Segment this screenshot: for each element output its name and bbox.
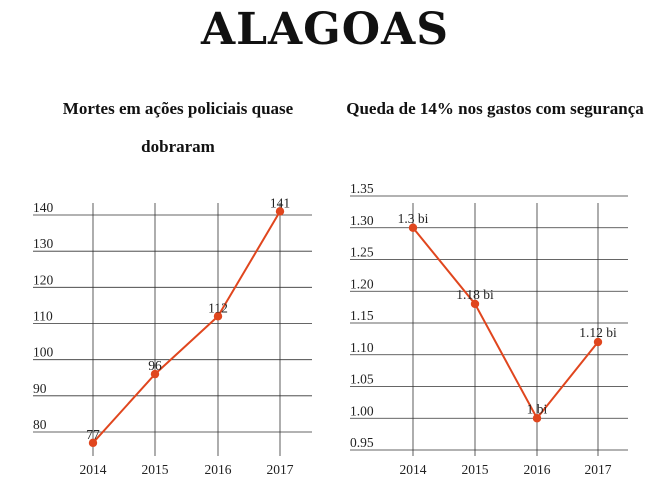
data-point (150, 369, 160, 379)
chart-title-spending: Queda de 14% nos gastos com segurança (346, 99, 644, 118)
x-tick-label: 2017 (267, 462, 294, 477)
y-tick-label: 110 (33, 309, 53, 324)
series-line (92, 210, 281, 444)
y-tick-label: 1.15 (350, 308, 374, 323)
chart-title-deaths: Mortes em ações policiais quase dobraram (62, 99, 294, 156)
chart-deaths: 80 90 100 110 120 130 140 2014 2015 2016 2017 77 96 1… (33, 195, 312, 477)
y-tick-label: 80 (33, 417, 47, 432)
page-title: ALAGOAS (200, 4, 450, 55)
x-tick-label: 2014 (400, 462, 427, 477)
y-tick-label: 130 (33, 236, 54, 251)
x-tick-label: 2016 (524, 462, 551, 477)
data-label: 1.3 bi (398, 211, 429, 226)
data-point (88, 438, 98, 448)
x-tick-label: 2016 (205, 462, 232, 477)
x-tick-label: 2015 (462, 462, 489, 477)
y-tick-label: 120 (33, 272, 54, 287)
data-point (213, 312, 223, 321)
data-label: 112 (208, 300, 228, 315)
y-tick-label: 0.95 (350, 435, 374, 450)
data-point (470, 299, 480, 309)
data-label: 1 bi (527, 401, 548, 416)
y-tick-label: 1.35 (350, 181, 374, 196)
data-label: 96 (148, 358, 162, 373)
y-tick-label: 1.05 (350, 372, 374, 387)
y-tick-label: 1.30 (350, 213, 374, 228)
series-line (412, 227, 599, 421)
data-label: 141 (270, 195, 290, 210)
x-tick-label: 2017 (585, 462, 612, 477)
data-point (275, 207, 285, 216)
chart-spending: 0.95 1.00 1.05 1.10 1.15 1.20 1.25 1.30 1.35 2014… (350, 181, 628, 477)
y-tick-label: 1.20 (350, 276, 374, 291)
data-point (532, 414, 542, 423)
x-tick-label: 2015 (142, 462, 169, 477)
y-tick-label: 140 (33, 200, 54, 215)
y-tick-label: 1.25 (350, 245, 374, 260)
y-tick-label: 1.10 (350, 340, 374, 355)
y-tick-label: 100 (33, 345, 54, 360)
data-point (593, 337, 603, 347)
data-point (408, 223, 418, 232)
y-tick-label: 90 (33, 381, 47, 396)
x-tick-label: 2014 (80, 462, 107, 477)
y-tick-label: 1.00 (350, 403, 374, 418)
data-label: 77 (86, 427, 100, 442)
data-label: 1.18 bi (456, 287, 494, 302)
data-label: 1.12 bi (579, 325, 617, 340)
